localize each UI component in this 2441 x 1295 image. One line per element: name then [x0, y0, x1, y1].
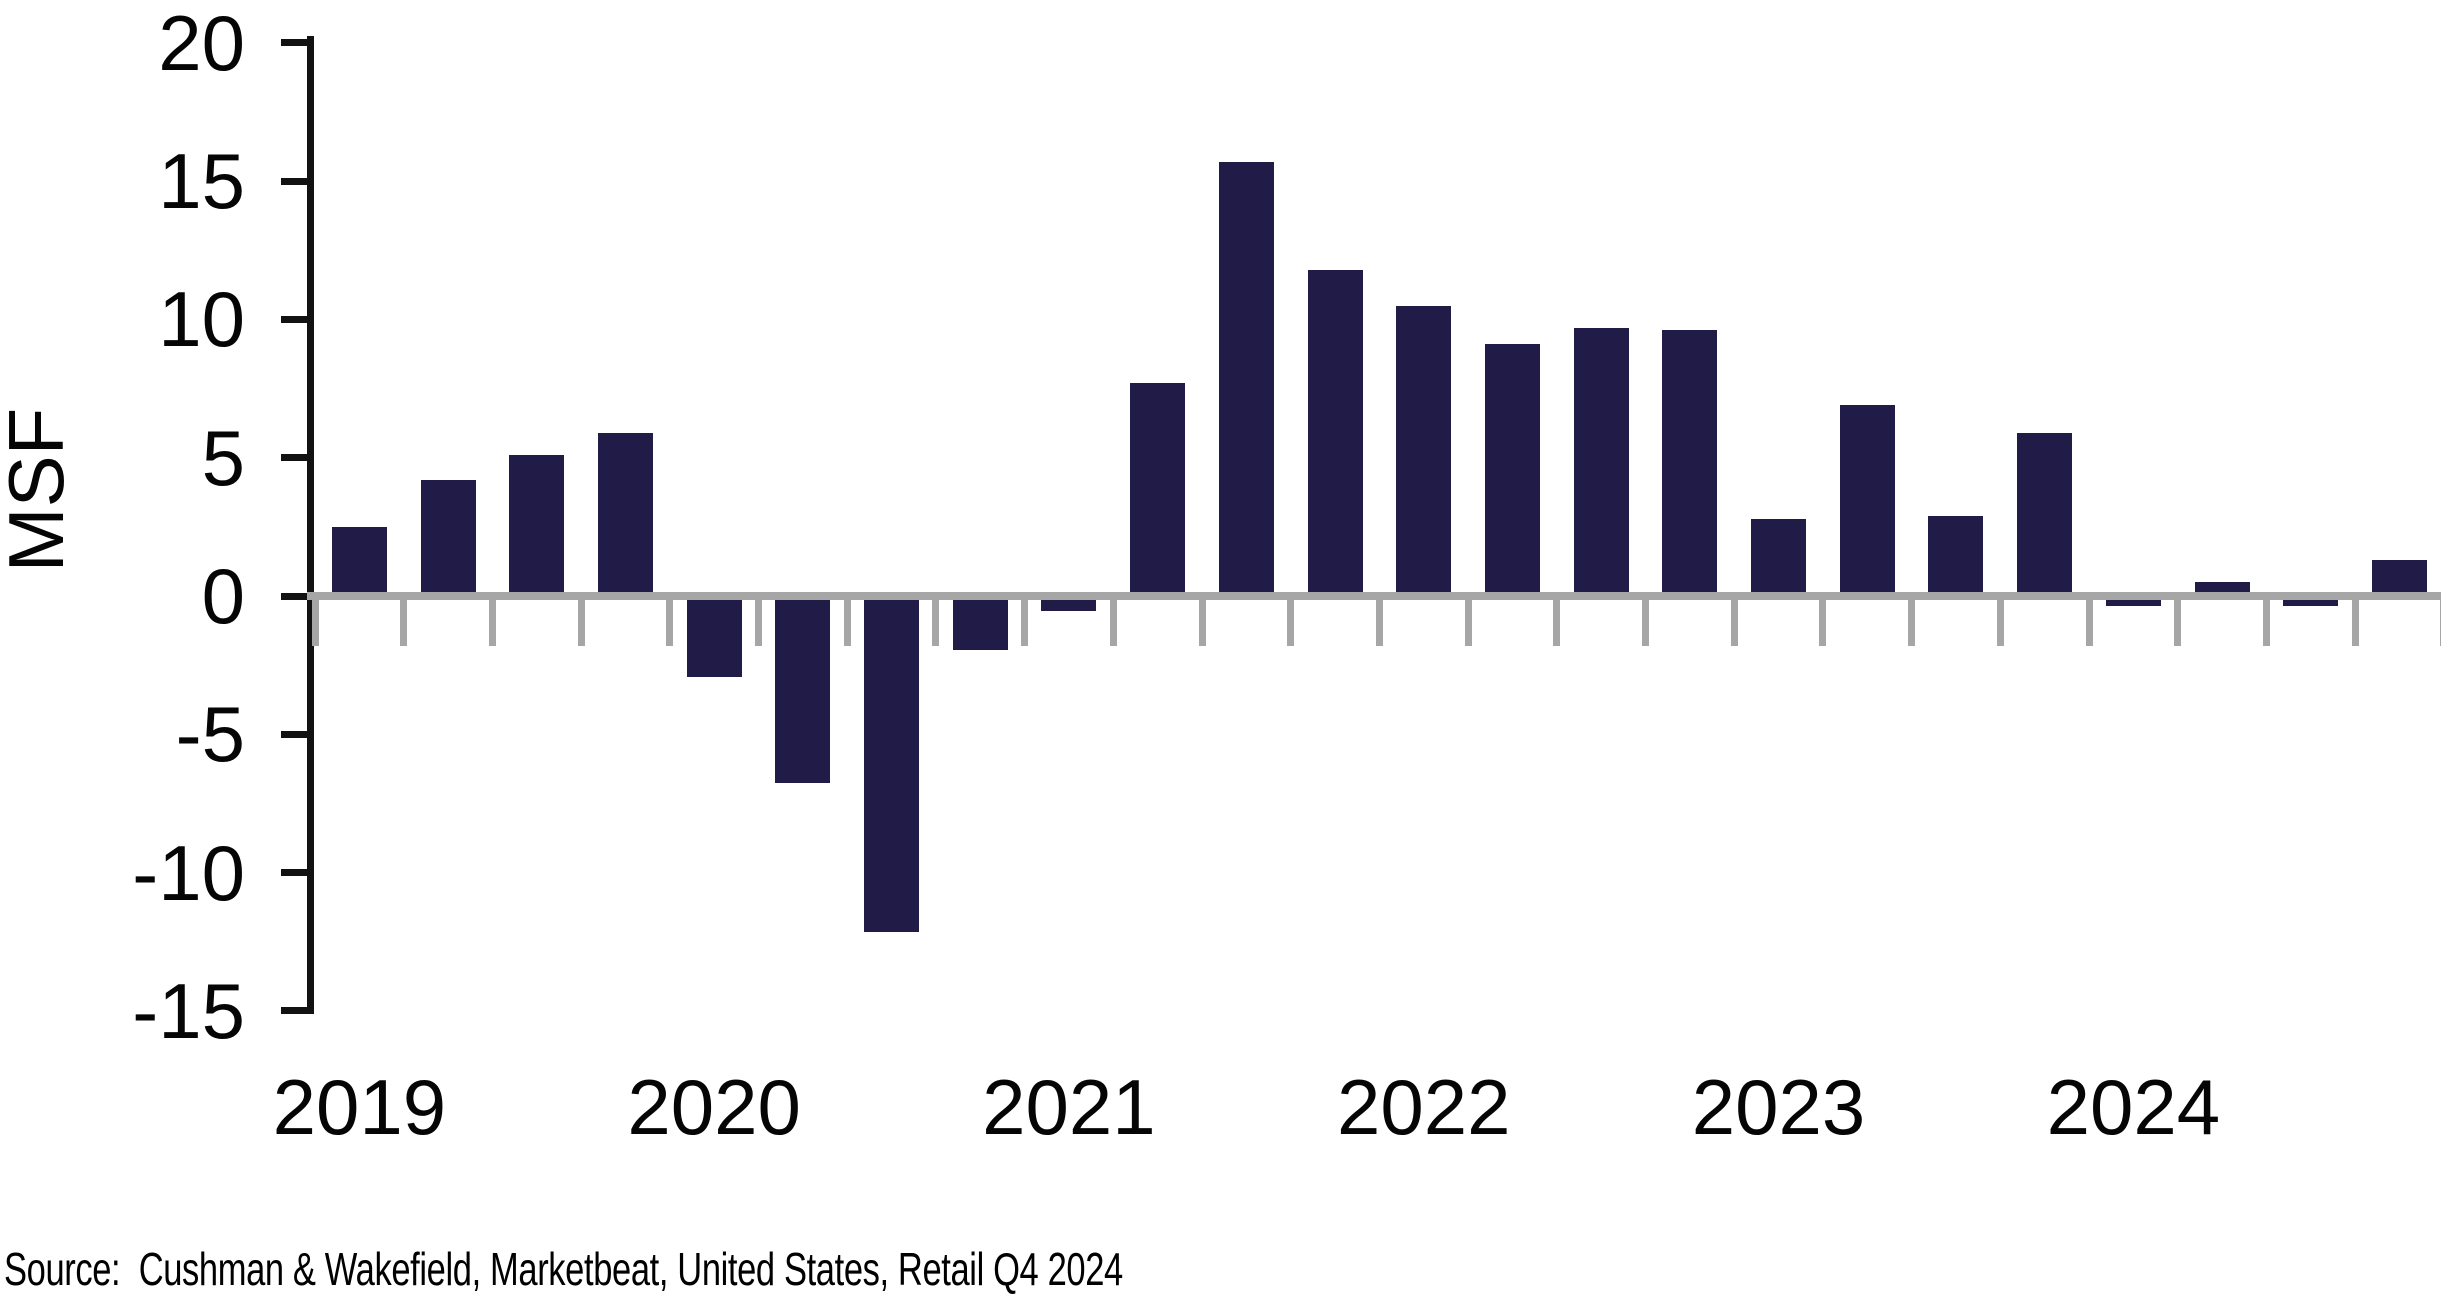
bar	[1484, 344, 1540, 596]
quarter-tick-mark	[755, 600, 762, 646]
quarter-tick-mark	[1642, 600, 1649, 646]
quarter-tick-mark	[666, 600, 674, 646]
bar	[1928, 515, 1984, 596]
quarter-tick-mark	[1021, 600, 1029, 646]
quarter-tick-mark	[1109, 600, 1117, 646]
bar	[864, 600, 920, 932]
y-tick-mark	[281, 177, 307, 185]
y-tick-mark	[281, 315, 307, 323]
quarter-tick-mark	[311, 600, 319, 646]
bar	[1041, 600, 1097, 612]
bar	[1218, 161, 1274, 596]
y-tick-label: 15	[158, 137, 245, 226]
y-tick-label: -10	[132, 828, 245, 917]
source-note: Source: Cushman & Wakefield, Marketbeat,…	[4, 1243, 1123, 1295]
bar	[509, 454, 565, 596]
quarter-tick-mark	[1553, 600, 1561, 646]
bar	[331, 526, 387, 596]
bar	[2283, 600, 2339, 606]
bar	[2105, 600, 2161, 606]
y-tick-mark	[281, 869, 307, 877]
y-tick-label: -5	[175, 690, 245, 779]
bar	[686, 600, 742, 678]
bar	[1662, 330, 1718, 596]
quarter-tick-mark	[2174, 600, 2182, 646]
bar	[2371, 560, 2427, 596]
y-tick-label: 5	[201, 413, 245, 502]
quarter-tick-mark	[488, 600, 496, 646]
quarter-tick-mark	[1908, 600, 1916, 646]
y-tick-mark	[281, 454, 307, 462]
x-year-label: 2022	[1336, 1063, 1511, 1151]
x-year-label: 2023	[1691, 1063, 1866, 1151]
x-year-label: 2024	[2046, 1063, 2221, 1151]
quarter-tick-mark	[577, 600, 585, 646]
y-tick-label: 20	[158, 0, 245, 87]
quarter-tick-mark	[843, 600, 851, 646]
bar	[1573, 327, 1629, 596]
bar	[597, 432, 653, 596]
bar	[420, 479, 476, 596]
bar	[1396, 305, 1452, 596]
bar	[2017, 432, 2073, 596]
quarter-tick-mark	[400, 600, 408, 646]
y-tick-label: 10	[158, 275, 245, 364]
quarter-tick-mark	[2085, 600, 2093, 646]
bar	[1839, 405, 1895, 596]
y-tick-mark	[281, 1007, 307, 1015]
quarter-tick-mark	[1996, 600, 2004, 646]
quarter-tick-mark	[1375, 600, 1383, 646]
y-axis-line	[307, 36, 314, 1014]
bar	[1130, 382, 1186, 596]
bar	[1751, 518, 1807, 596]
quarter-tick-mark	[1287, 600, 1295, 646]
y-tick-label: -15	[132, 966, 245, 1055]
bar	[952, 600, 1008, 650]
bar	[1307, 269, 1363, 596]
quarter-tick-mark	[932, 600, 940, 646]
quarter-tick-mark	[2262, 600, 2270, 646]
quarter-tick-mark	[1464, 600, 1472, 646]
x-year-label: 2019	[272, 1063, 447, 1151]
y-tick-label: 0	[201, 552, 245, 640]
quarter-tick-mark	[1198, 600, 1206, 646]
bar	[775, 600, 831, 783]
quarter-tick-mark	[1819, 600, 1827, 646]
zero-baseline	[307, 592, 2441, 600]
quarter-tick-mark	[1730, 600, 1738, 646]
x-year-label: 2020	[627, 1063, 801, 1151]
y-tick-mark	[281, 592, 307, 600]
y-tick-mark	[281, 730, 307, 738]
y-tick-mark	[281, 39, 307, 47]
x-year-label: 2021	[982, 1063, 1156, 1151]
quarter-tick-mark	[2351, 600, 2359, 646]
